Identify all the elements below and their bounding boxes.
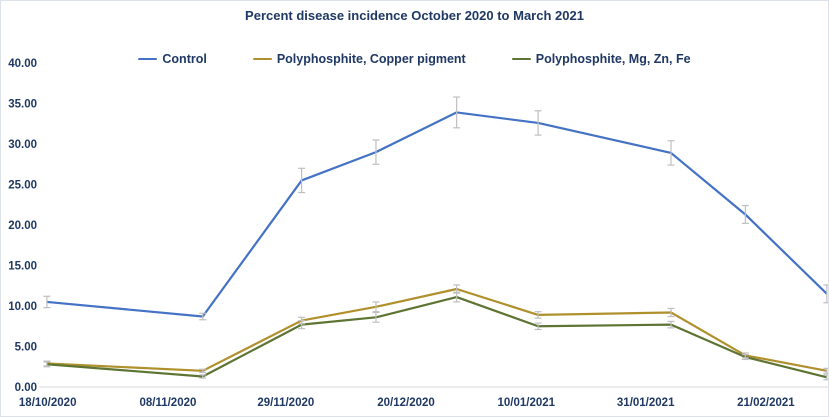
- legend-item-copper-pigment: Polyphosphite, Copper pigment: [252, 52, 466, 66]
- y-tick-label: 20.00: [8, 220, 37, 232]
- legend-item-control: Control: [138, 52, 207, 66]
- legend-item-mg-zn-fe: Polyphosphite, Mg, Zn, Fe: [511, 52, 691, 66]
- chart-legend: Control Polyphosphite, Copper pigment Po…: [1, 52, 828, 66]
- y-tick-label: 10.00: [8, 301, 37, 313]
- x-tick-label: 31/01/2021: [617, 397, 675, 409]
- x-tick-label: 21/02/2021: [737, 397, 795, 409]
- y-tick-label: 30.00: [8, 139, 37, 151]
- chart-title: Percent disease incidence October 2020 t…: [245, 8, 584, 23]
- legend-label-mg-zn-fe: Polyphosphite, Mg, Zn, Fe: [535, 52, 691, 66]
- y-tick-label: 15.00: [8, 261, 37, 273]
- y-tick-label: 35.00: [8, 99, 37, 111]
- series-line-3: [46, 295, 828, 379]
- y-tick-label: 5.00: [15, 342, 37, 354]
- x-tick-label: 08/11/2020: [139, 397, 196, 409]
- x-tick-label: 10/01/2021: [497, 397, 555, 409]
- mg-zn-fe-line-swatch-icon: [511, 57, 531, 61]
- y-tick-label: 40.00: [8, 58, 37, 70]
- x-tick-label: 29/11/2020: [257, 397, 314, 409]
- series-line-1: [46, 111, 828, 318]
- y-tick-label: 0.00: [15, 382, 37, 394]
- control-line-swatch-icon: [138, 57, 158, 61]
- copper-pigment-line-swatch-icon: [252, 57, 272, 61]
- legend-label-copper-pigment: Polyphosphite, Copper pigment: [276, 52, 466, 66]
- x-tick-label: 18/10/2020: [19, 397, 77, 409]
- x-tick-label: 20/12/2020: [377, 397, 435, 409]
- legend-label-control: Control: [162, 52, 207, 66]
- y-tick-label: 25.00: [8, 180, 37, 192]
